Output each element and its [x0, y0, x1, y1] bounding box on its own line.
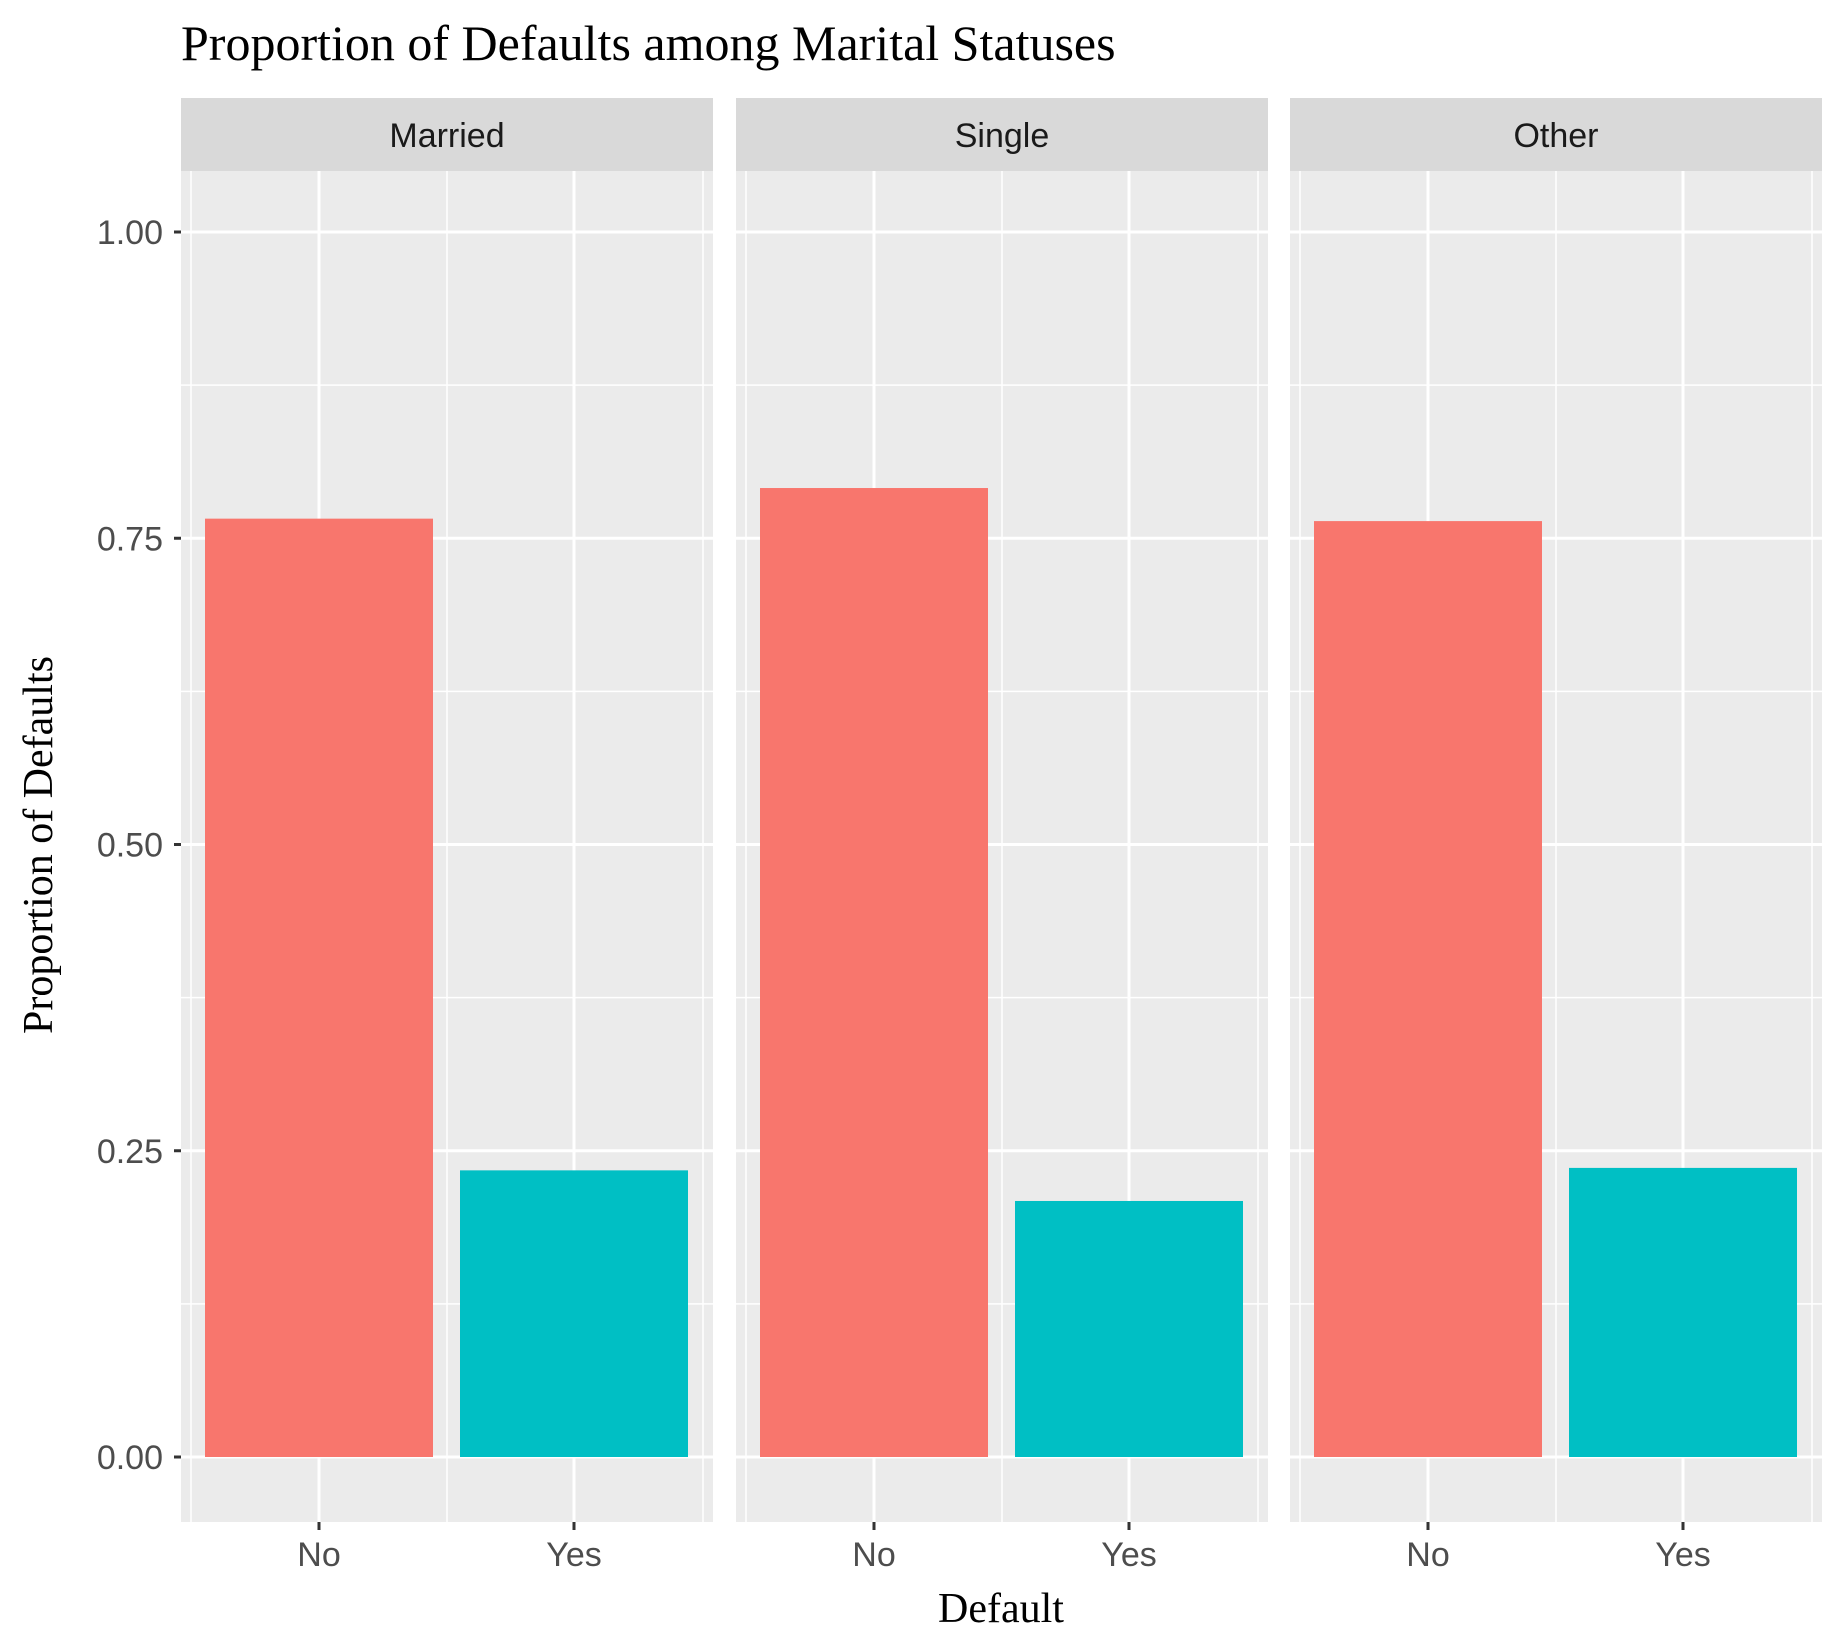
x-tick-label: No	[1406, 1536, 1449, 1574]
y-tick-label: 1.00	[97, 214, 163, 252]
x-tick-label: Yes	[546, 1536, 601, 1574]
bar-married-no	[205, 518, 433, 1457]
x-tick-label: Yes	[1101, 1536, 1156, 1574]
x-axis-title: Default	[938, 1586, 1064, 1632]
bar-single-no	[760, 488, 988, 1457]
facet-strip-label: Other	[1513, 117, 1598, 155]
facet-strip	[181, 98, 713, 171]
y-tick-label: 0.25	[97, 1133, 163, 1171]
y-tick-label: 0.50	[97, 827, 163, 865]
x-tick-label: Yes	[1655, 1536, 1710, 1574]
chart-title: Proportion of Defaults among Marital Sta…	[181, 15, 1116, 71]
y-tick-label: 0.00	[97, 1439, 163, 1477]
y-axis: 0.00 0.25 0.50 0.75 1.00	[97, 214, 181, 1477]
x-tick-label: No	[297, 1536, 340, 1574]
facet-panel-married: Married No Yes	[181, 98, 713, 1574]
facet-strip-label: Single	[955, 117, 1050, 155]
y-tick-label: 0.75	[97, 520, 163, 558]
facet-panels: Married No Yes Single No Yes Other No Yes	[181, 98, 1822, 1574]
x-tick-label: No	[852, 1536, 895, 1574]
facet-strip	[736, 98, 1268, 171]
bar-single-yes	[1015, 1200, 1243, 1457]
bar-married-yes	[460, 1170, 688, 1457]
bar-other-no	[1314, 521, 1542, 1457]
facet-strip-label: Married	[389, 117, 504, 155]
bar-other-yes	[1569, 1167, 1797, 1457]
facet-panel-single: Single No Yes	[736, 98, 1268, 1574]
y-axis-title: Proportion of Defaults	[16, 656, 62, 1034]
facet-panel-other: Other No Yes	[1290, 98, 1822, 1574]
facet-strip	[1290, 98, 1822, 171]
